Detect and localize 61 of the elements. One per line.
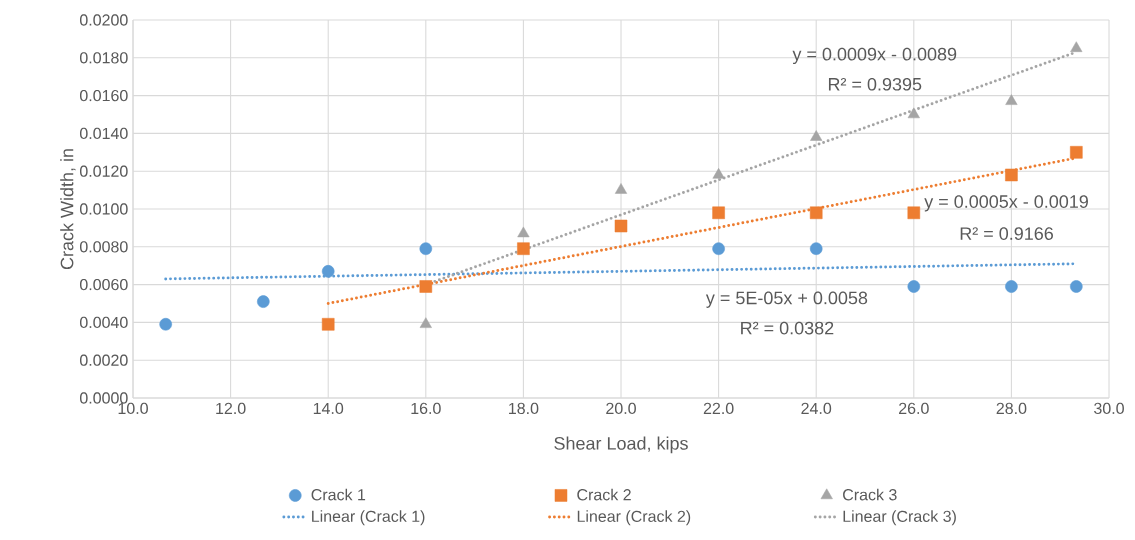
y-axis-title: Crack Width, in — [60, 149, 76, 270]
y-tick-label: 0.0080 — [79, 241, 128, 253]
y-tick-label: 0.0140 — [79, 127, 128, 140]
y-tick-label: 0.0160 — [79, 89, 128, 102]
point — [809, 242, 823, 255]
point — [810, 130, 823, 141]
x-tick-label: 20.0 — [606, 402, 636, 415]
x-axis-title: Shear Load, kips — [554, 436, 688, 454]
annotation: y = 0.0005x - 0.0019 — [924, 195, 1088, 212]
point — [419, 280, 433, 293]
y-tick-label: 0.0040 — [79, 316, 128, 329]
y-tick-label: 0.0120 — [79, 165, 128, 177]
point — [712, 168, 725, 179]
legend-label: Crack 3 — [843, 488, 897, 501]
point — [1005, 94, 1018, 105]
x-tick-label: 14.0 — [313, 402, 344, 415]
annotation: y = 5E-05x + 0.0058 — [705, 291, 868, 308]
point — [907, 107, 920, 119]
y-tick-label: 0.0000 — [79, 392, 128, 404]
point — [517, 226, 530, 238]
annotation: R² = 0.9166 — [960, 227, 1053, 240]
legend-label: Linear (Crack 1) — [312, 510, 425, 526]
point — [907, 280, 921, 293]
legend-label: Linear (Crack 2) — [577, 510, 691, 526]
point — [159, 318, 172, 331]
x-tick-label: 18.0 — [509, 402, 539, 415]
y-tick-label: 0.0200 — [79, 14, 128, 26]
point — [1070, 41, 1083, 52]
legend-label: Crack 1 — [311, 488, 366, 501]
x-tick-label: 26.0 — [899, 402, 929, 415]
point — [712, 242, 725, 255]
annotation: R² = 0.0382 — [741, 321, 834, 335]
x-tick-label: 12.0 — [216, 402, 246, 415]
point — [907, 206, 921, 220]
x-tick-label: 28.0 — [996, 402, 1027, 415]
point — [712, 206, 725, 220]
point — [419, 242, 433, 255]
point — [1005, 280, 1018, 293]
point — [614, 183, 628, 194]
point — [1005, 168, 1018, 182]
x-tick-label: 10.0 — [118, 402, 148, 415]
x-tick-label: 24.0 — [801, 402, 832, 415]
point — [614, 219, 628, 233]
point — [517, 242, 530, 255]
legend-label: Crack 2 — [577, 488, 631, 501]
x-tick-label: 22.0 — [703, 402, 734, 415]
y-tick-label: 0.0180 — [79, 52, 128, 64]
y-tick-label: 0.0020 — [79, 354, 128, 366]
annotation: R² = 0.9395 — [828, 77, 922, 91]
point — [1070, 146, 1083, 159]
point — [321, 265, 335, 278]
x-tick-label: 30.0 — [1094, 402, 1124, 415]
y-tick-label: 0.0060 — [79, 278, 128, 291]
x-tick-label: 16.0 — [411, 402, 441, 415]
point — [321, 318, 335, 331]
point — [1070, 280, 1083, 293]
legend-label: Linear (Crack 3) — [843, 510, 956, 526]
y-tick-label: 0.0100 — [79, 203, 128, 215]
point — [809, 206, 823, 220]
annotation: y = 0.0009x - 0.0089 — [792, 47, 957, 65]
point — [257, 295, 270, 308]
